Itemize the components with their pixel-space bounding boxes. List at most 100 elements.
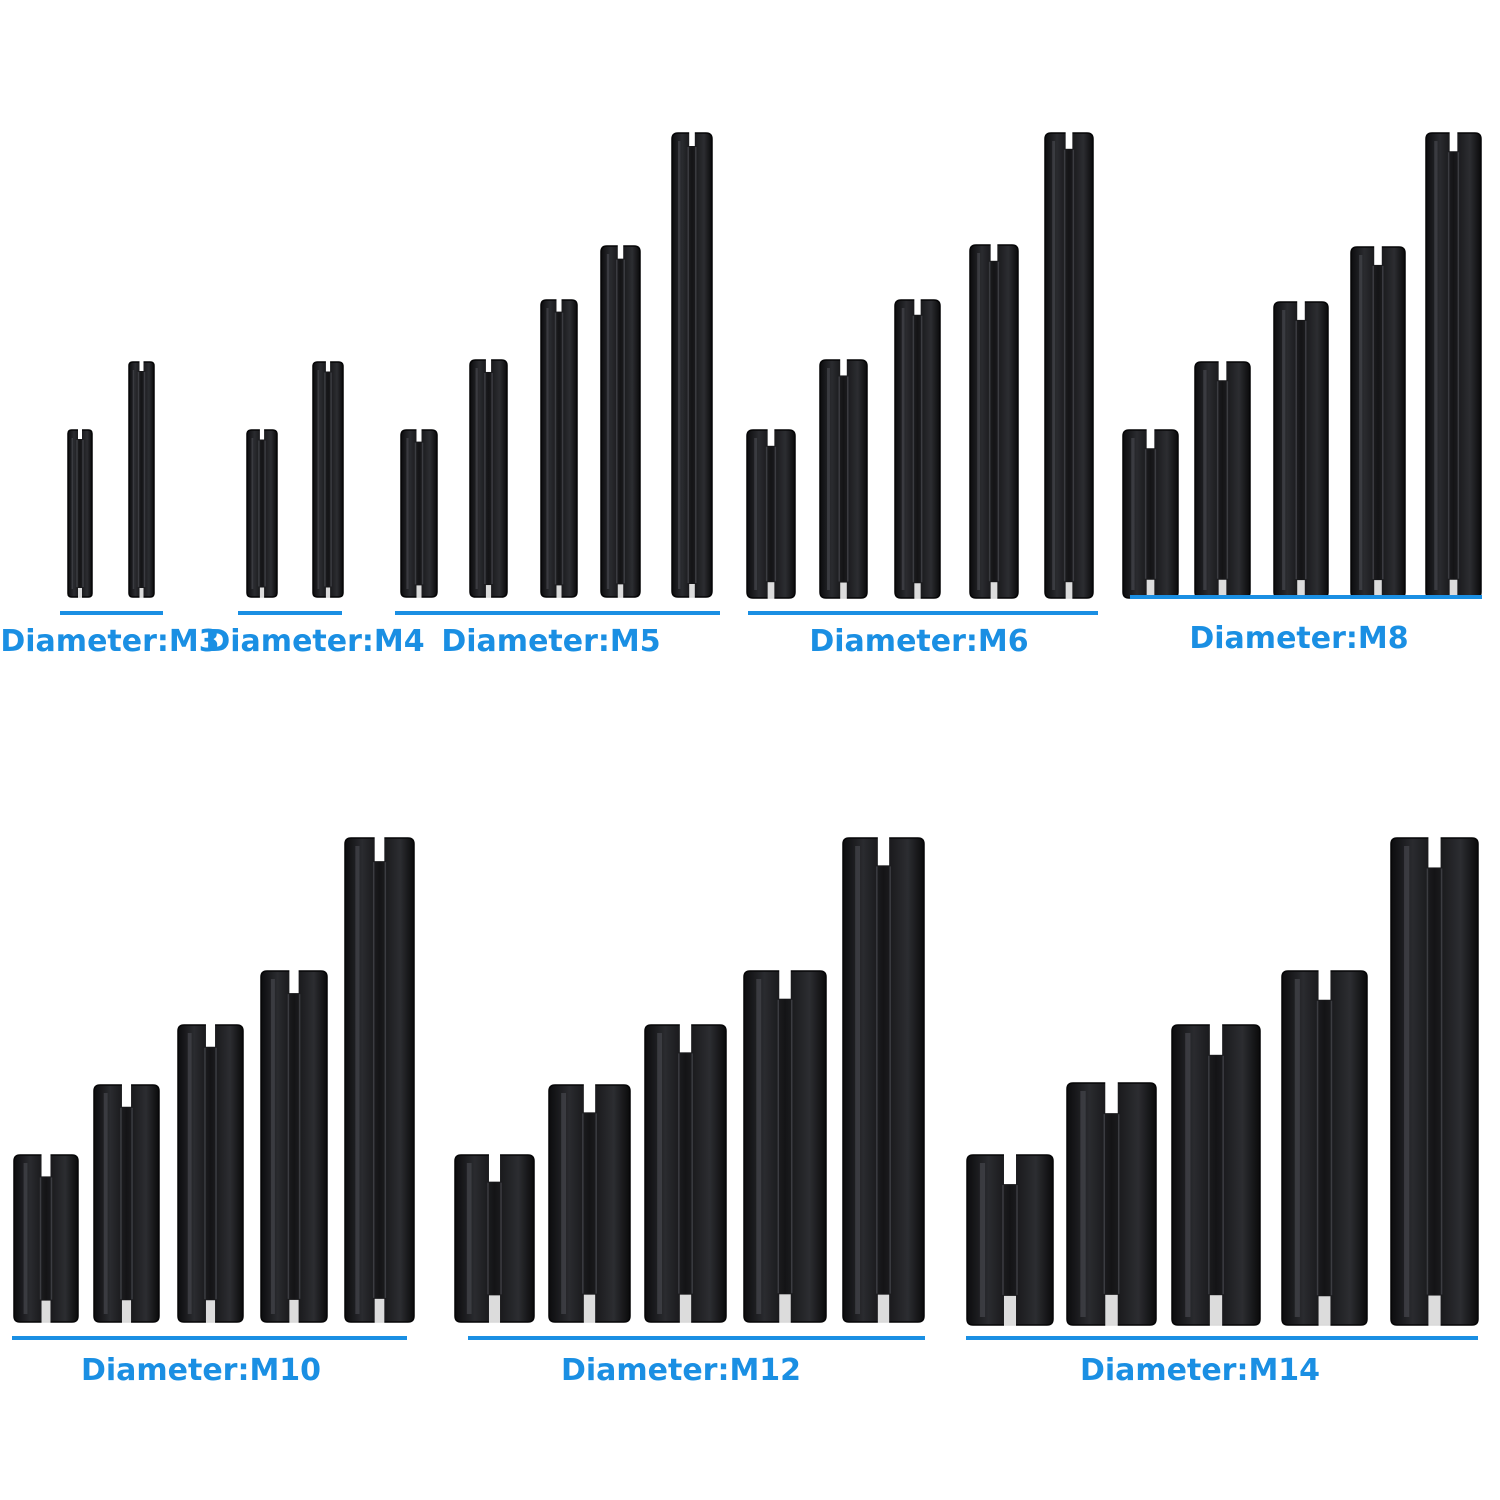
pin-slot: [779, 970, 791, 999]
pin-body: [842, 837, 925, 1323]
pin-slot-bottom: [1318, 1296, 1331, 1326]
pin-slot-bottom: [374, 1298, 385, 1323]
pin-body: [246, 429, 278, 598]
pin-slot: [877, 837, 890, 866]
pin-slot-bottom: [767, 582, 775, 599]
pin-slot-bottom: [617, 584, 624, 598]
roll-pin: [842, 837, 925, 1323]
roll-pin: [1171, 1024, 1261, 1326]
pin-slot-bottom: [488, 1295, 501, 1323]
roll-pin: [13, 1154, 79, 1323]
roll-pin: [966, 1154, 1054, 1326]
pin-slot: [325, 361, 331, 372]
pin-group: Diameter:M12: [454, 837, 925, 1388]
pin-slot: [1318, 970, 1331, 1000]
roll-pin: [671, 132, 713, 598]
pin-slot: [1428, 837, 1441, 868]
roll-pin: [644, 1024, 727, 1323]
pin-slot-bottom: [259, 587, 265, 598]
pin-slot: [914, 299, 921, 315]
pin-body: [600, 245, 641, 598]
pin-body: [344, 837, 415, 1323]
pin-slot-bottom: [1209, 1295, 1223, 1326]
pin-slot: [41, 1154, 51, 1177]
pin-slot: [121, 1084, 132, 1107]
pin-slot-bottom: [1218, 579, 1227, 599]
pin-group: Diameter:M4: [205, 361, 425, 659]
roll-pin: [312, 361, 344, 598]
pin-body: [1122, 429, 1179, 599]
pin-slot: [259, 429, 265, 440]
pin-group: Diameter:M8: [1122, 132, 1482, 656]
pin-slot: [1449, 132, 1458, 152]
pin-slot-bottom: [78, 588, 82, 598]
pin-slot-bottom: [485, 585, 492, 598]
pin-slot-bottom: [1449, 579, 1458, 599]
roll-pin: [177, 1024, 244, 1323]
pin-slot-bottom: [1297, 580, 1305, 599]
diameter-label: Diameter:M10: [81, 1353, 321, 1388]
pin-slot: [1297, 301, 1305, 320]
pin-slot-bottom: [139, 588, 144, 598]
pin-body: [469, 359, 508, 598]
pin-slot-bottom: [840, 582, 847, 599]
roll-pin: [969, 244, 1019, 599]
pin-body: [548, 1084, 631, 1323]
pin-slot: [1374, 246, 1382, 265]
roll-pin: [1281, 970, 1368, 1326]
pin-slot: [205, 1024, 216, 1047]
pin-slot: [488, 1154, 501, 1182]
pin-group: Diameter:M14: [966, 837, 1479, 1388]
pin-slot: [1105, 1082, 1118, 1114]
pin-slot-bottom: [556, 585, 562, 598]
pin-body: [746, 429, 796, 599]
pin-slot: [416, 429, 422, 442]
pin-body: [966, 1154, 1054, 1326]
pin-slot: [583, 1084, 596, 1113]
pin-slot: [78, 429, 82, 439]
pin-slot-bottom: [779, 1294, 791, 1323]
pin-slot-bottom: [583, 1294, 596, 1323]
pin-slot-bottom: [1146, 579, 1155, 599]
pin-slot: [1218, 361, 1227, 381]
pin-slot: [767, 429, 775, 446]
pin-body: [671, 132, 713, 598]
pin-body: [13, 1154, 79, 1323]
pin-slot-bottom: [877, 1294, 890, 1323]
pin-slot-bottom: [289, 1299, 299, 1323]
pin-body: [819, 359, 868, 599]
pin-slot-bottom: [325, 587, 331, 598]
roll-pin: [454, 1154, 535, 1323]
pin-slot-bottom: [416, 585, 422, 598]
pin-slot-bottom: [1374, 580, 1382, 599]
pin-slot: [289, 970, 299, 994]
roll-pin: [1390, 837, 1479, 1326]
roll-pin: [540, 299, 578, 598]
diameter-label: Diameter:M4: [205, 624, 424, 659]
pin-body: [1281, 970, 1368, 1326]
roll-pin: [548, 1084, 631, 1323]
diameter-label: Diameter:M3: [0, 624, 219, 659]
pin-slot: [1003, 1154, 1017, 1185]
pin-slot-bottom: [990, 582, 998, 599]
roll-pin: [246, 429, 278, 598]
roll-pin: [344, 837, 415, 1323]
pin-slot-bottom: [121, 1300, 132, 1323]
roll-pin: [1044, 132, 1094, 599]
pin-slot-bottom: [689, 584, 695, 598]
pin-slot-bottom: [205, 1300, 216, 1323]
pin-slot: [374, 837, 385, 862]
roll-pin: [600, 245, 641, 598]
pin-slot: [485, 359, 492, 372]
diameter-label: Diameter:M12: [561, 1353, 801, 1388]
roll-pin: [128, 361, 155, 598]
roll-pin: [894, 299, 941, 599]
roll-pin: [1350, 246, 1406, 599]
pin-body: [1044, 132, 1094, 599]
roll-pin: [819, 359, 868, 599]
pin-body: [894, 299, 941, 599]
diameter-label: Diameter:M6: [809, 624, 1028, 659]
pin-slot: [139, 361, 144, 371]
